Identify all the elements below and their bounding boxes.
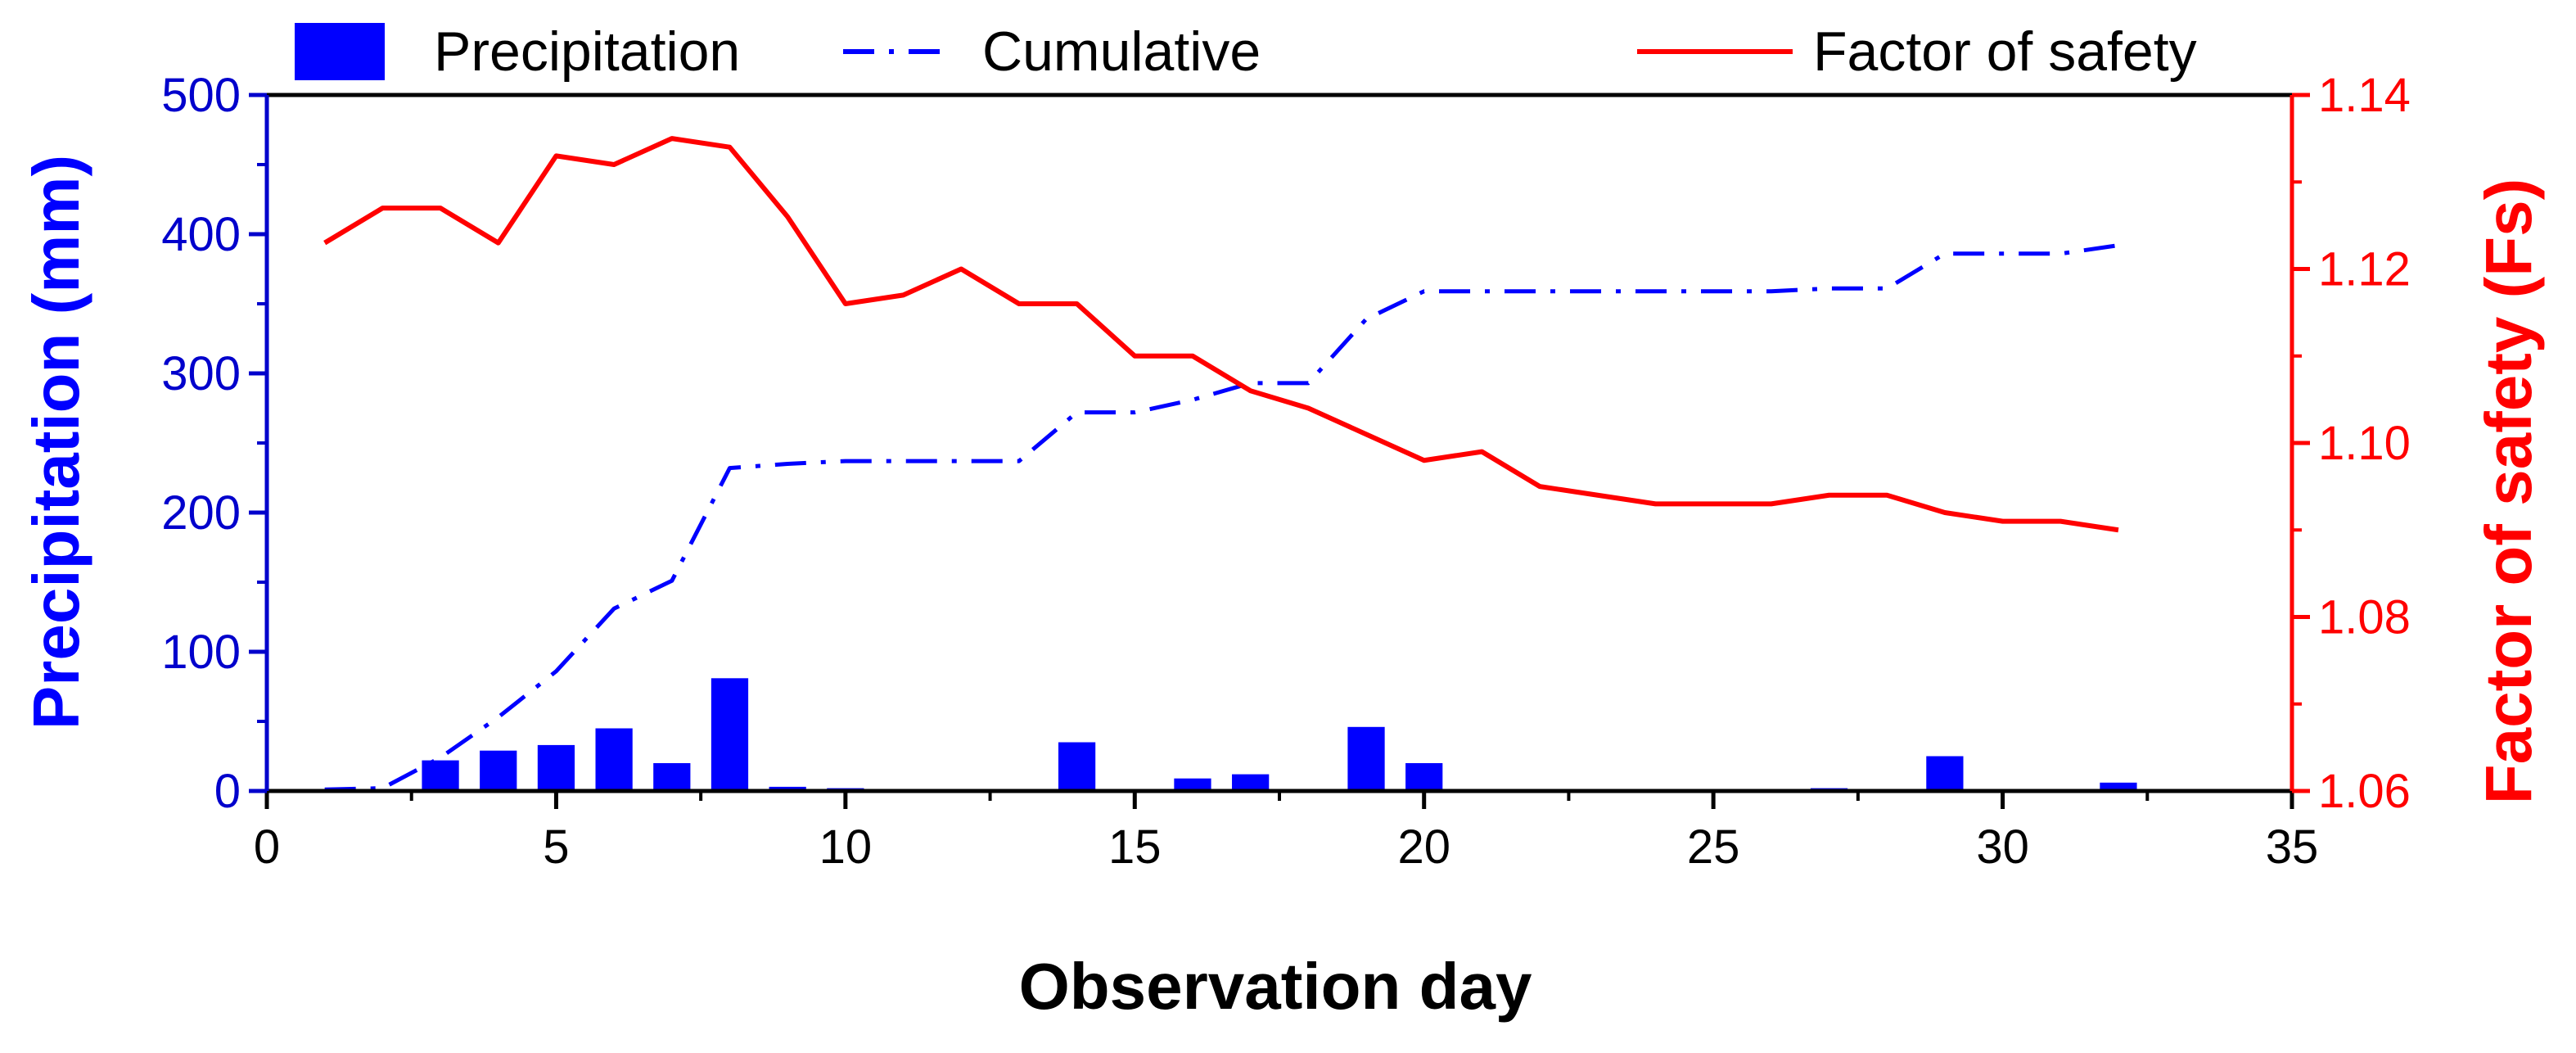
precipitation-bar	[769, 786, 806, 791]
precipitation-bar	[480, 750, 517, 791]
precipitation-bar	[1174, 778, 1211, 791]
precipitation-bar	[1347, 726, 1385, 791]
precipitation-bar	[711, 678, 749, 791]
x-tick-label: 35	[2266, 820, 2319, 874]
y-left-tick-label: 300	[161, 347, 241, 400]
precipitation-bar	[1926, 756, 1964, 791]
precipitation-bar	[595, 728, 633, 791]
y-right-tick-label: 1.08	[2318, 591, 2411, 644]
x-tick-label: 10	[819, 820, 873, 874]
y-right-tick-label: 1.12	[2318, 243, 2411, 296]
precipitation-bar	[1058, 742, 1096, 791]
legend: Precipitation Cumulative Factor of safet…	[295, 20, 2197, 83]
x-tick-label: 15	[1108, 820, 1162, 874]
precipitation-bars	[306, 678, 2137, 791]
axes	[264, 93, 2294, 793]
y-left-tick-label: 0	[214, 765, 241, 818]
precipitation-bar	[1232, 774, 1270, 791]
y-left-tick-label: 500	[161, 69, 241, 122]
x-tick-label: 0	[254, 820, 280, 874]
x-tick-label: 5	[543, 820, 569, 874]
legend-precipitation-label: Precipitation	[434, 20, 740, 83]
x-tick-label: 20	[1397, 820, 1450, 874]
series-lines	[323, 136, 2119, 792]
x-tick-label: 25	[1687, 820, 1740, 874]
legend-cumulative-label: Cumulative	[982, 20, 1261, 83]
y-left-tick-label: 400	[161, 208, 241, 261]
precipitation-bar	[422, 760, 459, 791]
y-right-tick-label: 1.10	[2318, 417, 2411, 470]
cumulative-line	[324, 243, 2119, 792]
y-right-tick-label: 1.06	[2318, 765, 2411, 818]
precipitation-bar	[2100, 782, 2137, 791]
legend-fs-label: Factor of safety	[1813, 20, 2197, 83]
legend-precipitation-swatch	[295, 23, 385, 80]
y-right-tick-label: 1.14	[2318, 69, 2411, 122]
y-right-axis-title: Factor of safety (Fs)	[2472, 179, 2545, 805]
x-axis-title: Observation day	[1019, 950, 1532, 1023]
factor-of-safety-line	[323, 136, 2119, 533]
precipitation-bar	[1405, 763, 1443, 791]
ticks: 0 5 10 15 20 25 30 35 0 100 200 300 400 500 1.06 1.08 1.…	[161, 69, 2411, 874]
y-left-axis-title: Precipitation (mm)	[20, 155, 92, 730]
precipitation-bar	[653, 763, 691, 791]
y-left-tick-label: 100	[161, 626, 241, 679]
y-left-tick-label: 200	[161, 486, 241, 540]
x-tick-label: 30	[1976, 820, 2029, 874]
precipitation-bar	[537, 744, 575, 791]
